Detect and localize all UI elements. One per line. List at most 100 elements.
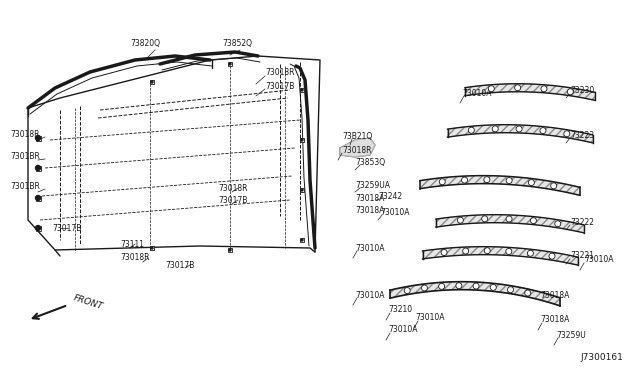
Bar	[35, 166, 40, 170]
Circle shape	[421, 285, 428, 291]
Circle shape	[506, 248, 512, 254]
Bar	[300, 188, 304, 192]
Text: 73018A: 73018A	[355, 205, 385, 215]
Circle shape	[37, 137, 39, 139]
Text: 73852Q: 73852Q	[222, 38, 252, 48]
Circle shape	[463, 248, 468, 254]
Text: 73221: 73221	[570, 251, 594, 260]
Text: 73010A: 73010A	[355, 244, 385, 253]
Text: 73018R: 73018R	[342, 145, 371, 154]
Polygon shape	[447, 125, 593, 143]
Text: 7301BR: 7301BR	[10, 151, 40, 160]
Circle shape	[567, 89, 573, 95]
Bar	[35, 196, 40, 201]
Text: 73018A: 73018A	[540, 291, 570, 299]
Circle shape	[35, 166, 40, 170]
Circle shape	[37, 167, 39, 169]
Circle shape	[461, 177, 468, 183]
Circle shape	[456, 283, 462, 289]
Circle shape	[441, 250, 447, 256]
Circle shape	[492, 126, 498, 132]
Circle shape	[525, 290, 531, 296]
Polygon shape	[422, 247, 577, 265]
Text: 73259UA: 73259UA	[355, 180, 390, 189]
Circle shape	[540, 128, 546, 134]
Circle shape	[301, 239, 303, 241]
Circle shape	[531, 218, 536, 224]
Circle shape	[151, 81, 153, 83]
Polygon shape	[465, 84, 595, 100]
Text: 73010A: 73010A	[462, 89, 492, 97]
Circle shape	[35, 196, 40, 201]
Text: 73017B: 73017B	[52, 224, 81, 232]
Text: 73223: 73223	[570, 131, 594, 140]
Polygon shape	[390, 282, 560, 306]
Circle shape	[458, 217, 463, 223]
Text: 73853Q: 73853Q	[355, 157, 385, 167]
Bar	[150, 246, 154, 250]
Polygon shape	[340, 138, 375, 157]
Circle shape	[229, 249, 231, 251]
Text: 73018R: 73018R	[10, 129, 40, 138]
Circle shape	[473, 283, 479, 289]
Text: 73018R: 73018R	[265, 67, 294, 77]
Text: 73820Q: 73820Q	[130, 38, 160, 48]
Circle shape	[488, 86, 494, 92]
Circle shape	[555, 221, 561, 227]
Bar	[35, 225, 40, 231]
Bar	[300, 238, 304, 242]
Text: 73B21Q: 73B21Q	[342, 131, 372, 141]
Circle shape	[515, 85, 521, 91]
Bar	[150, 80, 154, 84]
Circle shape	[506, 177, 512, 183]
Circle shape	[404, 288, 410, 294]
Polygon shape	[436, 215, 584, 233]
Text: 73222: 73222	[570, 218, 594, 227]
Circle shape	[506, 216, 512, 222]
Text: 73230: 73230	[570, 86, 595, 94]
Circle shape	[484, 177, 490, 183]
Text: 73018A: 73018A	[540, 315, 570, 324]
Text: 73010A: 73010A	[380, 208, 410, 217]
Circle shape	[490, 284, 496, 291]
Circle shape	[529, 180, 534, 186]
Text: 73017B: 73017B	[265, 81, 294, 90]
Circle shape	[541, 86, 547, 92]
Circle shape	[549, 253, 555, 259]
Circle shape	[482, 216, 488, 222]
Bar	[300, 138, 304, 142]
Text: 73010A: 73010A	[355, 291, 385, 299]
Circle shape	[35, 135, 40, 141]
Circle shape	[37, 197, 39, 199]
Text: 73010A: 73010A	[415, 314, 445, 323]
Circle shape	[527, 250, 533, 256]
Bar	[35, 135, 40, 141]
Text: FRONT: FRONT	[72, 293, 104, 311]
Text: 73111: 73111	[120, 240, 144, 248]
Text: 73018A: 73018A	[355, 193, 385, 202]
Text: 73242: 73242	[378, 192, 402, 201]
Polygon shape	[420, 176, 580, 195]
Circle shape	[468, 127, 474, 133]
Circle shape	[516, 126, 522, 132]
Circle shape	[301, 89, 303, 91]
Text: 7301BR: 7301BR	[10, 182, 40, 190]
Bar	[228, 62, 232, 66]
Circle shape	[508, 287, 513, 293]
Circle shape	[37, 227, 39, 229]
Bar	[228, 248, 232, 252]
Bar	[300, 88, 304, 92]
Text: 73210: 73210	[388, 305, 412, 314]
Circle shape	[550, 183, 557, 189]
Circle shape	[151, 247, 153, 249]
Text: J7300161: J7300161	[580, 353, 623, 362]
Text: 73018R: 73018R	[120, 253, 150, 263]
Text: 73259U: 73259U	[556, 330, 586, 340]
Text: 73018R: 73018R	[218, 183, 248, 192]
Circle shape	[438, 283, 445, 289]
Text: 73010A: 73010A	[388, 326, 417, 334]
Circle shape	[301, 189, 303, 191]
Circle shape	[439, 179, 445, 185]
Text: 73010A: 73010A	[584, 256, 614, 264]
Circle shape	[35, 225, 40, 231]
